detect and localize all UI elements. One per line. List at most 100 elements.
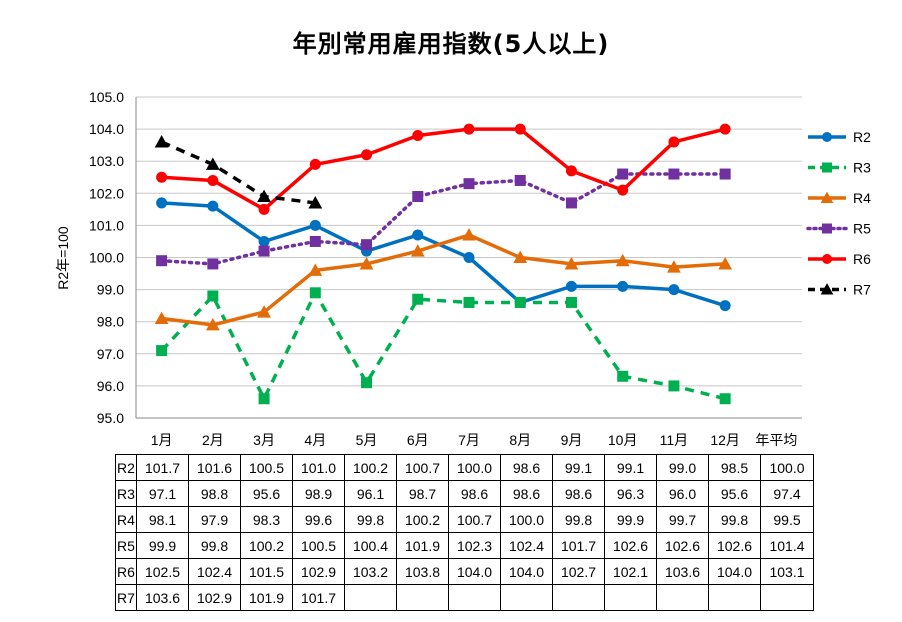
table-cell: 95.6 bbox=[708, 480, 761, 507]
data-point bbox=[617, 184, 629, 196]
legend-marker bbox=[822, 254, 832, 264]
legend-label: R2 bbox=[853, 129, 871, 145]
data-point bbox=[719, 393, 731, 405]
table-cell: 101.9 bbox=[396, 532, 449, 559]
legend-item-r7: R7 bbox=[808, 282, 871, 298]
data-point bbox=[514, 296, 526, 308]
series-r5 bbox=[156, 168, 731, 270]
table-row-label: R4 bbox=[115, 506, 137, 533]
table-cell: 102.1 bbox=[604, 558, 657, 585]
series-lines bbox=[154, 123, 733, 405]
y-tick-label: 96.0 bbox=[97, 378, 124, 394]
table-cell: 103.6 bbox=[136, 584, 189, 611]
data-point bbox=[205, 318, 220, 331]
table-cell-average: 100.0 bbox=[760, 454, 814, 481]
data-point bbox=[565, 296, 577, 308]
data-point bbox=[718, 257, 733, 270]
data-point bbox=[412, 293, 424, 305]
table-cell: 97.9 bbox=[188, 506, 241, 533]
data-point bbox=[258, 203, 270, 215]
data-point bbox=[668, 136, 680, 148]
legend-marker bbox=[822, 223, 832, 234]
data-point bbox=[309, 219, 321, 231]
data-point bbox=[463, 123, 475, 135]
legend-marker bbox=[820, 191, 834, 204]
table-cell: 101.9 bbox=[240, 584, 293, 611]
data-point bbox=[207, 200, 219, 212]
legend-marker bbox=[822, 132, 832, 142]
table-cell: 103.2 bbox=[344, 558, 397, 585]
table-cell: 101.7 bbox=[292, 584, 345, 611]
table-cell: 99.9 bbox=[604, 506, 657, 533]
data-point bbox=[513, 250, 528, 264]
table-cell: 101.7 bbox=[552, 532, 605, 559]
series-line bbox=[159, 172, 727, 266]
table-cell: 97.1 bbox=[136, 480, 189, 507]
data-point bbox=[412, 229, 424, 241]
y-tick-label: 103.0 bbox=[89, 153, 124, 169]
x-tick-label: 5月 bbox=[356, 432, 378, 448]
series-r6 bbox=[156, 123, 731, 215]
table-row: R3 97.1 98.8 95.6 98.9 96.1 98.7 98.6 98.6 98.6 96… bbox=[115, 480, 814, 507]
data-point bbox=[667, 260, 681, 273]
y-tick-label: 102.0 bbox=[89, 185, 124, 201]
table-cell: 100.4 bbox=[344, 532, 397, 559]
series-line bbox=[161, 233, 726, 327]
data-point bbox=[565, 197, 577, 209]
x-tick-label: 11月 bbox=[660, 432, 689, 448]
table-cell bbox=[604, 584, 657, 611]
legend-item-r4: R4 bbox=[808, 190, 871, 206]
x-tick-label: 6月 bbox=[407, 432, 429, 448]
data-point bbox=[463, 252, 475, 263]
table-cell: 104.0 bbox=[500, 558, 553, 585]
table-cell: 102.6 bbox=[708, 532, 761, 559]
y-tick-label: 95.0 bbox=[97, 410, 124, 426]
legend-label: R5 bbox=[853, 221, 871, 237]
legend-item-r3: R3 bbox=[808, 160, 871, 176]
series-line bbox=[160, 291, 726, 401]
data-point bbox=[410, 244, 425, 257]
data-point bbox=[361, 239, 373, 251]
data-point bbox=[156, 255, 168, 267]
table-cell-average: 101.4 bbox=[760, 532, 814, 559]
y-axis-label: R2年=100 bbox=[55, 226, 71, 290]
data-point bbox=[668, 380, 680, 392]
y-tick-label: 101.0 bbox=[89, 217, 124, 233]
legend-label: R4 bbox=[853, 190, 871, 206]
y-tick-label: 100.0 bbox=[89, 250, 124, 266]
data-point bbox=[514, 174, 526, 186]
y-tick-label: 105.0 bbox=[89, 89, 124, 105]
table-cell: 100.5 bbox=[240, 454, 293, 481]
data-point bbox=[205, 157, 220, 170]
legend-label: R3 bbox=[853, 160, 871, 176]
table-cell: 100.5 bbox=[292, 532, 345, 559]
table-cell: 96.1 bbox=[344, 480, 397, 507]
data-point bbox=[565, 165, 577, 177]
data-point bbox=[154, 135, 169, 148]
table-cell: 99.8 bbox=[552, 506, 605, 533]
series-r7 bbox=[154, 135, 323, 209]
legend-label: R7 bbox=[853, 282, 871, 298]
table-cell: 104.0 bbox=[448, 558, 501, 585]
table-row: R5 99.9 99.8 100.2 100.5 100.4 101.9 102.3 102.4… bbox=[115, 532, 814, 559]
table-cell: 99.8 bbox=[344, 506, 397, 533]
table-row: R7 103.6 102.9 101.9 101.7 bbox=[115, 584, 814, 611]
y-tick-label: 99.0 bbox=[97, 282, 124, 298]
table-cell-average: 99.5 bbox=[760, 506, 814, 533]
table-row-label: R6 bbox=[115, 558, 137, 585]
data-point bbox=[207, 258, 219, 270]
data-point bbox=[719, 123, 731, 135]
y-tick-label: 98.0 bbox=[97, 314, 124, 330]
table-cell bbox=[448, 584, 501, 611]
table-cell: 102.4 bbox=[188, 558, 241, 585]
table-cell: 99.1 bbox=[552, 454, 605, 481]
table-cell: 103.8 bbox=[396, 558, 449, 585]
table-cell: 98.6 bbox=[448, 480, 501, 507]
table-row: R6 102.5 102.4 101.5 102.9 103.2 103.8 104.0 104… bbox=[115, 558, 814, 585]
y-tick-label: 97.0 bbox=[97, 346, 124, 362]
table-cell: 98.6 bbox=[552, 480, 605, 507]
table-cell: 98.5 bbox=[708, 454, 761, 481]
table-cell: 101.6 bbox=[188, 454, 241, 481]
table-cell: 102.4 bbox=[500, 532, 553, 559]
table-row-label: R7 bbox=[115, 584, 137, 611]
